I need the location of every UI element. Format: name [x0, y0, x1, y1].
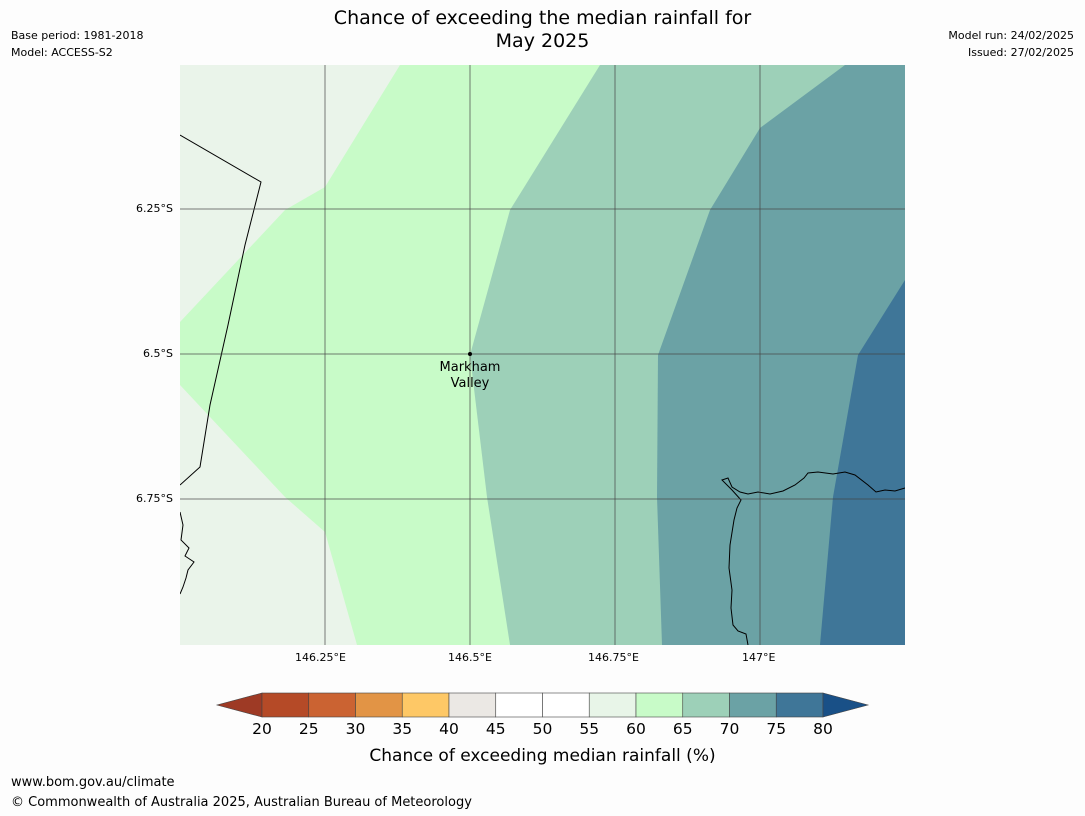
model-name: Model: ACCESS-S2	[11, 46, 113, 59]
colorbar-segment	[355, 692, 403, 718]
map-title: Chance of exceeding the median rainfall …	[0, 7, 1085, 53]
border-line	[180, 134, 262, 486]
colorbar-tick-label: 25	[298, 720, 319, 738]
model-run: Model run: 24/02/2025	[948, 29, 1074, 42]
colorbar-title: Chance of exceeding median rainfall (%)	[369, 746, 716, 766]
lat-label-1: 6.25°S	[136, 202, 173, 215]
colorbar-tick-label: 20	[252, 720, 272, 738]
footer-url[interactable]: www.bom.gov.au/climate	[11, 775, 175, 790]
colorbar-tick-label: 65	[672, 720, 693, 738]
lon-label-3: 146.75°E	[588, 651, 639, 664]
colorbar-segment	[635, 692, 684, 718]
title-line-2: May 2025	[495, 30, 590, 52]
location-marker	[468, 352, 472, 356]
colorbar-tick-label: 30	[345, 720, 366, 738]
lat-label-3: 6.75°S	[136, 492, 173, 505]
colorbar-tick-label: 40	[439, 720, 459, 738]
lon-label-4: 147°E	[742, 651, 776, 664]
colorbar-segment	[495, 692, 543, 718]
issued-date: Issued: 27/02/2025	[967, 46, 1074, 59]
colorbar-tick-label: 35	[392, 720, 413, 738]
colorbar-tick-label: 80	[813, 720, 833, 738]
place-label: Markham Valley	[420, 360, 520, 392]
colorbar-segment	[261, 692, 310, 718]
title-line-1: Chance of exceeding the median rainfall …	[333, 7, 752, 29]
colorbar-tick-label: 50	[532, 720, 553, 738]
coastline-west	[180, 511, 195, 595]
colorbar-tick-label: 75	[766, 720, 787, 738]
colorbar-segment	[401, 692, 450, 718]
footer-copyright: © Commonwealth of Australia 2025, Austra…	[11, 795, 472, 810]
colorbar-tick-label: 45	[485, 720, 506, 738]
colorbar-arrow-low	[215, 692, 263, 718]
place-name-line-2: Valley	[450, 376, 490, 391]
colorbar-tick-label: 55	[579, 720, 600, 738]
coastline-east	[721, 471, 905, 645]
colorbar-tick-label: 70	[719, 720, 740, 738]
zone-75-80	[820, 279, 905, 645]
colorbar-segment	[775, 692, 824, 718]
meta-left: Base period: 1981-2018 Model: ACCESS-S2	[11, 27, 143, 61]
colorbar-arrow-high	[822, 692, 870, 718]
colorbar-segment	[588, 692, 637, 718]
base-period: Base period: 1981-2018	[11, 29, 144, 42]
lon-label-1: 146.25°E	[295, 651, 346, 664]
colorbar-tick-label: 60	[626, 720, 646, 738]
meta-right: Model run: 24/02/2025 Issued: 27/02/2025	[948, 27, 1074, 61]
colorbar	[215, 692, 870, 718]
colorbar-segment	[542, 692, 590, 718]
colorbar-segment	[682, 692, 730, 718]
colorbar-segment	[308, 692, 356, 718]
lon-label-2: 146.5°E	[448, 651, 492, 664]
forecast-map	[180, 65, 905, 645]
lat-label-2: 6.5°S	[143, 347, 173, 360]
colorbar-segment	[448, 692, 497, 718]
place-name-line-1: Markham	[439, 360, 501, 375]
colorbar-segment	[729, 692, 777, 718]
